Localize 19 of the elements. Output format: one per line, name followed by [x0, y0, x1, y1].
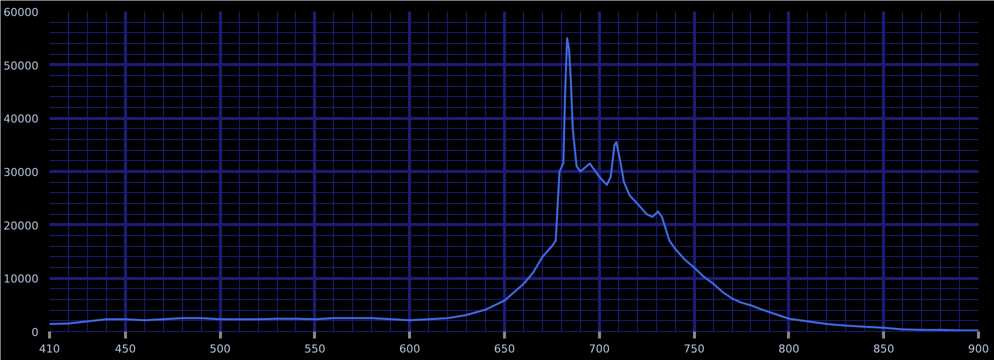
y-tick-label: 40000 [4, 112, 39, 126]
y-tick-label: 20000 [4, 219, 39, 232]
x-tick-label: 750 [684, 342, 705, 356]
x-tick-label: 500 [210, 342, 231, 356]
x-tick-label: 700 [588, 342, 610, 356]
x-tick-label: 600 [399, 342, 420, 356]
y-tick-label: 0 [32, 326, 38, 339]
x-tick-label: 550 [304, 342, 326, 356]
x-tick-label: 410 [39, 342, 60, 356]
y-tick-label: 60000 [4, 6, 39, 19]
y-tick-label: 30000 [4, 166, 39, 179]
x-tick-label: 850 [873, 342, 894, 356]
line-series [50, 37, 978, 332]
y-tick-label: 10000 [4, 272, 39, 286]
x-tick-label: 450 [114, 342, 136, 356]
x-tick-label: 650 [494, 342, 516, 356]
x-tick-label: 900 [968, 342, 989, 356]
x-tick-label: 800 [778, 342, 800, 356]
y-tick-label: 50000 [4, 59, 39, 72]
